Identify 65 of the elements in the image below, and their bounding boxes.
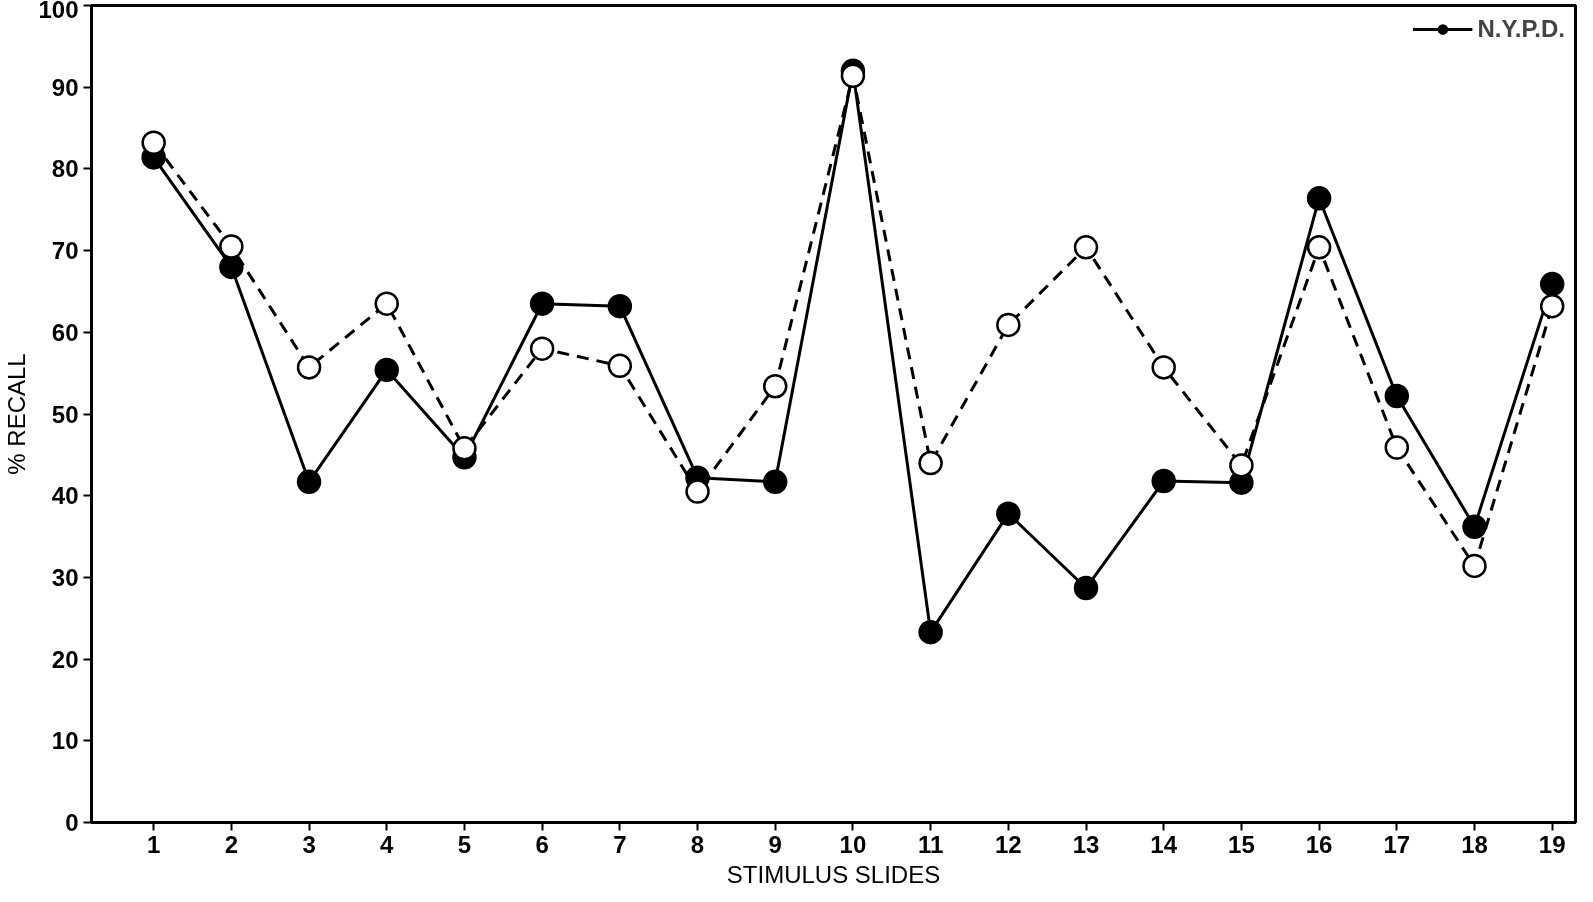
x-tick-label: 17 (1383, 830, 1411, 858)
y-tick-label: 70 (51, 237, 79, 265)
x-tick-label: 19 (1538, 830, 1566, 858)
x-axis-title: STIMULUS SLIDES (726, 860, 941, 888)
point (374, 357, 399, 383)
point (1151, 468, 1176, 494)
x-tick-label: 8 (690, 830, 705, 858)
y-tick-label: 10 (51, 727, 79, 755)
point (1462, 553, 1487, 579)
point (918, 619, 943, 645)
point (374, 291, 399, 316)
x-tick-label: 9 (768, 830, 782, 858)
point (1384, 435, 1410, 460)
point (918, 450, 943, 476)
x-tick-label: 15 (1228, 830, 1255, 858)
point (296, 355, 322, 380)
y-tick-label: 50 (51, 400, 79, 428)
legend-label: N.Y.P.D. (1477, 15, 1565, 43)
y-tick-label: 100 (38, 0, 79, 23)
point (762, 373, 788, 399)
x-tick-label: 10 (839, 830, 867, 858)
x-tick-label: 2 (224, 830, 239, 858)
point (840, 63, 866, 88)
point (1539, 293, 1565, 319)
point (1229, 453, 1254, 478)
point (996, 312, 1021, 338)
point (529, 291, 555, 316)
point (529, 336, 555, 361)
x-tick-label: 14 (1150, 830, 1178, 858)
point (1151, 355, 1176, 380)
point (1073, 575, 1099, 601)
x-tick-label: 12 (994, 830, 1022, 858)
point (1073, 235, 1099, 260)
x-tick-label: 7 (613, 830, 627, 858)
point (1306, 186, 1332, 211)
x-tick-label: 3 (302, 830, 316, 858)
y-tick-label: 40 (51, 482, 79, 510)
x-tick-label: 11 (917, 830, 944, 858)
point (1306, 235, 1332, 260)
y-tick-label: 30 (51, 563, 79, 591)
x-tick-label: 18 (1461, 830, 1488, 858)
y-tick-label: 20 (51, 645, 79, 673)
point (1539, 271, 1565, 297)
y-tick-label: 90 (51, 73, 79, 101)
point (219, 234, 244, 259)
x-tick-label: 16 (1305, 830, 1333, 858)
point (1384, 383, 1410, 409)
point (1462, 514, 1487, 539)
point (607, 293, 633, 319)
x-tick-label: 13 (1072, 830, 1100, 858)
y-axis-title: % RECALL (3, 353, 31, 475)
y-tick-label: 60 (51, 318, 79, 346)
point (296, 469, 322, 495)
point (762, 469, 788, 495)
point (452, 436, 477, 461)
point (996, 501, 1021, 526)
point (607, 353, 633, 379)
y-tick-label: 80 (51, 155, 79, 183)
x-tick-label: 4 (380, 830, 395, 858)
point (685, 479, 710, 504)
x-tick-label: 6 (535, 830, 549, 858)
x-tick-label: 5 (457, 830, 472, 858)
x-tick-label: 1 (146, 830, 161, 858)
y-tick-label: 0 (65, 809, 79, 836)
point (141, 130, 166, 155)
